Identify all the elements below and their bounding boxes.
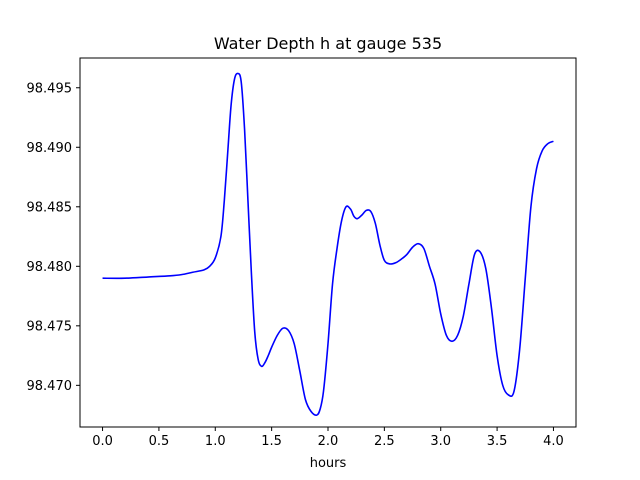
x-tick-label: 0.5 <box>149 434 170 449</box>
x-axis-ticks: 0.0 0.5 1.0 1.5 2.0 2.5 3.0 3.5 4.0 <box>92 427 564 449</box>
x-tick-label: 4.0 <box>543 434 564 449</box>
series-layer <box>102 72 554 416</box>
y-tick-label: 98.480 <box>27 260 73 275</box>
y-tick-label: 98.490 <box>27 141 73 156</box>
x-tick-label: 3.5 <box>487 434 508 449</box>
y-tick-label: 98.470 <box>27 379 73 394</box>
series-line <box>102 72 554 416</box>
x-tick-label: 2.0 <box>318 434 339 449</box>
x-tick-label: 1.5 <box>261 434 282 449</box>
y-axis-ticks: 98.470 98.475 98.480 98.485 98.490 98.495 <box>27 81 80 394</box>
x-tick-label: 0.0 <box>92 434 113 449</box>
y-tick-label: 98.495 <box>27 81 73 96</box>
x-tick-label: 2.5 <box>374 434 395 449</box>
y-tick-label: 98.475 <box>27 319 73 334</box>
x-tick-label: 3.0 <box>430 434 451 449</box>
x-axis-label: hours <box>310 456 347 471</box>
x-tick-label: 1.0 <box>205 434 226 449</box>
y-tick-label: 98.485 <box>27 200 73 215</box>
plot-area-frame <box>79 57 577 428</box>
chart-title: Water Depth h at gauge 535 <box>214 34 442 53</box>
